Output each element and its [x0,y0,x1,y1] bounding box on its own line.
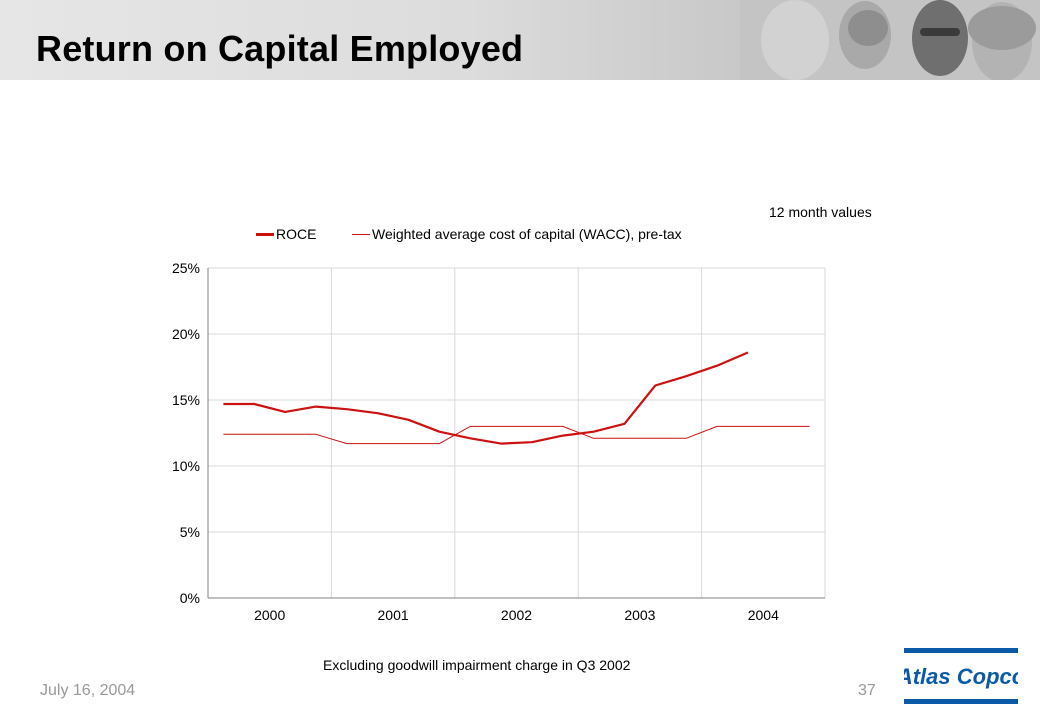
series-layer [223,351,810,445]
axis-layer [207,268,825,599]
x-tick-label-2000: 2000 [254,607,285,623]
slide-date: July 16, 2004 [40,682,136,699]
x-tick-label-2003: 2003 [624,607,655,623]
atlas-copco-logo: Atlas Copco [904,648,1018,704]
x-tick-label-2002: 2002 [501,607,532,623]
label-layer: 0% 5% 10% 15% 20% 25% 2000 2001 2002 2003 2004 [172,260,779,623]
y-tick-label-1: 5% [180,524,200,540]
series-line-wacc [223,425,810,445]
y-tick-label-0: 0% [180,590,200,606]
y-tick-label-3: 15% [172,392,200,408]
x-tick-label-2004: 2004 [748,607,779,623]
legend-label-wacc: Weighted average cost of capital (WACC),… [372,226,682,242]
legend-swatch-roce [256,233,274,236]
grid-layer [208,267,826,599]
footnote: Excluding goodwill impairment charge in … [323,657,631,673]
values-note: 12 month values [769,204,872,220]
page-number: 37 [858,682,876,699]
y-tick-label-4: 20% [172,326,200,342]
y-tick-label-2: 10% [172,458,200,474]
logo-wordmark: Atlas Copco [904,664,1018,689]
legend-label-roce: ROCE [276,226,317,242]
page-title: Return on Capital Employed [36,28,524,69]
people-photo [740,0,1040,80]
y-tick-label-5: 25% [172,260,200,276]
roce-line-chart: 0% 5% 10% 15% 20% 25% 2000 2001 2002 2003 2004 [172,260,826,623]
header-band: Return on Capital Employed [0,0,1040,80]
series-line-roce [223,351,749,445]
x-tick-label-2001: 2001 [378,607,409,623]
legend-swatch-wacc [352,234,370,235]
